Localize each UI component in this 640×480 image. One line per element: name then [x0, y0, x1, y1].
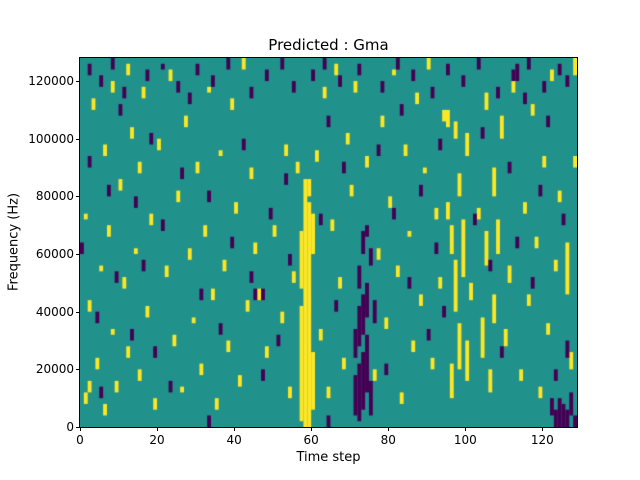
- x-tick-label: 40: [226, 433, 242, 447]
- y-tick-mark: [76, 81, 80, 83]
- x-tick-mark: [311, 427, 313, 431]
- y-tick-label: 60000: [35, 247, 74, 262]
- y-tick-label: 0: [66, 420, 74, 434]
- y-tick-label: 120000: [28, 74, 74, 89]
- x-tick-label: 120: [530, 433, 554, 447]
- x-tick-label: 60: [303, 433, 319, 447]
- x-tick-mark: [542, 427, 544, 431]
- x-tick-mark: [234, 427, 236, 431]
- x-tick-label: 20: [149, 433, 165, 447]
- y-tick-mark: [76, 427, 80, 428]
- x-tick-label: 100: [453, 433, 477, 447]
- x-tick-mark: [388, 427, 390, 431]
- x-tick-label: 80: [380, 433, 396, 447]
- y-tick-mark: [76, 311, 80, 313]
- y-tick-label: 80000: [35, 189, 74, 204]
- x-tick-mark: [465, 427, 467, 431]
- plot-area: [79, 57, 578, 428]
- y-axis-label: Frequency (Hz): [6, 192, 22, 292]
- y-tick-mark: [76, 138, 80, 140]
- x-tick-mark: [157, 427, 159, 431]
- y-tick-label: 40000: [35, 304, 74, 319]
- y-tick-mark: [76, 254, 80, 256]
- x-tick-label: 0: [76, 433, 84, 447]
- x-axis-label: Time step: [296, 450, 361, 465]
- y-tick-label: 20000: [35, 362, 74, 377]
- heatmap-canvas: [80, 58, 577, 427]
- x-tick-mark: [80, 427, 81, 431]
- y-tick-mark: [76, 196, 80, 198]
- y-tick-mark: [76, 369, 80, 371]
- y-tick-label: 100000: [28, 131, 74, 146]
- plot-title: Predicted : Gma: [268, 36, 389, 54]
